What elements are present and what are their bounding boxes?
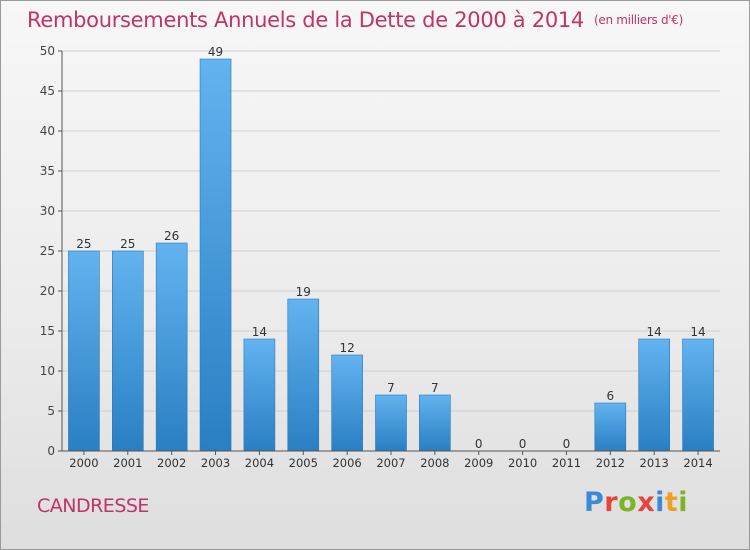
x-tick-label: 2003: [201, 456, 230, 470]
y-tick-label: 15: [40, 324, 55, 338]
x-tick-label: 2002: [157, 456, 186, 470]
bar: [155, 242, 188, 452]
bar: [199, 58, 232, 452]
logo-letter: P: [584, 487, 605, 518]
x-tick-label: 2006: [332, 456, 361, 470]
x-tick-label: 2005: [289, 456, 318, 470]
chart-title: Remboursements Annuels de la Dette de 20…: [27, 8, 683, 32]
bar-value-label: 0: [475, 437, 483, 451]
x-tick-label: 2000: [69, 456, 98, 470]
bar-value-label: 14: [647, 325, 662, 339]
bar-value-label: 7: [387, 381, 395, 395]
bar: [243, 338, 276, 452]
logo-letter: x: [637, 487, 656, 518]
bar-value-label: 12: [339, 341, 354, 355]
bar-value-label: 25: [120, 237, 135, 251]
bar: [68, 250, 100, 452]
x-tick-label: 2013: [640, 456, 669, 470]
bar: [638, 338, 671, 452]
bar: [594, 402, 627, 452]
x-tick-label: 2008: [420, 456, 449, 470]
chart-title-unit: (en milliers d'€): [594, 13, 684, 27]
x-tick-label: 2011: [552, 456, 581, 470]
commune-name: CANDRESSE: [37, 495, 149, 517]
y-tick-label: 30: [40, 204, 55, 218]
x-tick-label: 2014: [683, 456, 712, 470]
y-tick-label: 45: [40, 84, 55, 98]
x-tick-label: 2001: [113, 456, 142, 470]
proxiti-logo: Proxiti: [584, 487, 688, 518]
bar: [287, 298, 320, 452]
bar-value-label: 25: [76, 237, 91, 251]
logo-letter: t: [664, 487, 679, 518]
bar: [375, 394, 407, 452]
logo-letter: i: [678, 487, 689, 518]
bar: [419, 394, 451, 452]
bar-value-label: 6: [607, 389, 615, 403]
x-tick-label: 2010: [508, 456, 537, 470]
y-tick-label: 10: [40, 364, 55, 378]
x-tick-label: 2007: [376, 456, 405, 470]
bar-value-label: 14: [690, 325, 705, 339]
bar: [682, 338, 714, 452]
x-tick-label: 2004: [245, 456, 274, 470]
y-tick-label: 50: [40, 44, 55, 58]
x-tick-label: 2012: [596, 456, 625, 470]
y-tick-label: 20: [40, 284, 55, 298]
y-tick-label: 5: [47, 404, 55, 418]
bar-value-label: 26: [164, 229, 179, 243]
bar-value-label: 19: [296, 285, 311, 299]
bar: [112, 250, 144, 452]
y-tick-label: 40: [40, 124, 55, 138]
y-tick-label: 25: [40, 244, 55, 258]
bar: [331, 354, 363, 452]
y-tick-label: 0: [47, 444, 55, 458]
logo-letter: i: [655, 487, 665, 518]
bar-value-label: 7: [431, 381, 439, 395]
logo-letter: r: [604, 487, 619, 518]
bar-value-label: 14: [252, 325, 267, 339]
logo-letter: o: [618, 487, 638, 518]
chart-title-text: Remboursements Annuels de la Dette de 20…: [27, 8, 584, 32]
bar-value-label: 0: [519, 437, 527, 451]
bar-value-label: 0: [563, 437, 571, 451]
y-tick-label: 35: [40, 164, 55, 178]
x-tick-label: 2009: [464, 456, 493, 470]
bar-value-label: 49: [208, 45, 223, 59]
